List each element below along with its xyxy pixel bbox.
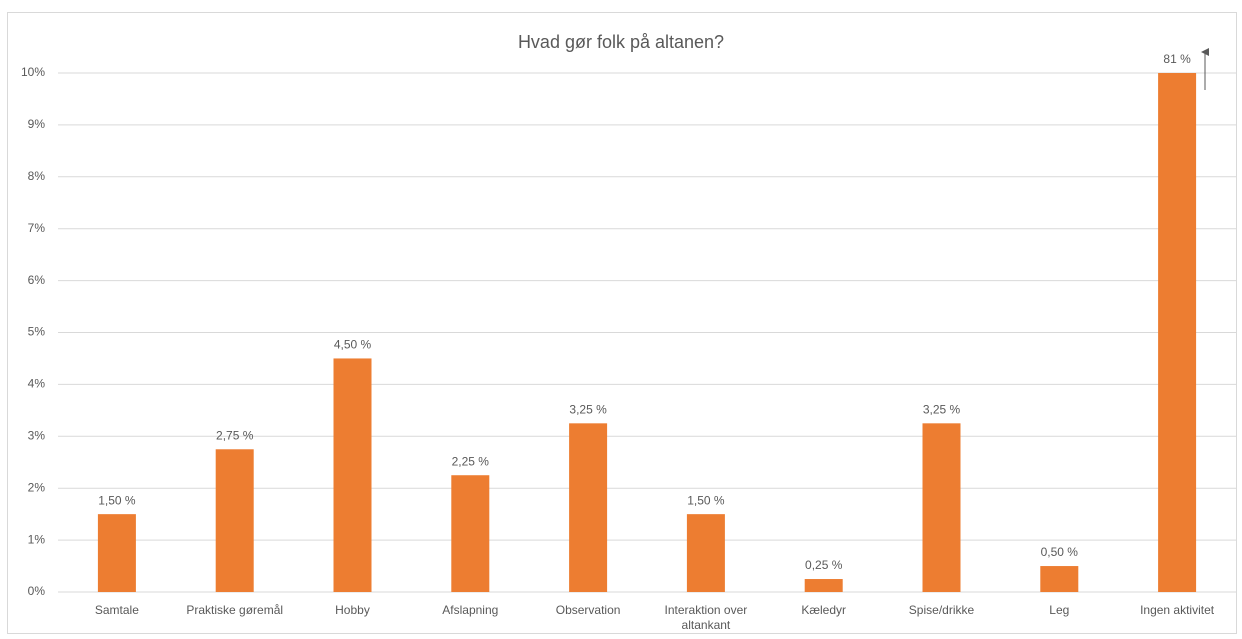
bar	[98, 514, 136, 592]
bar	[216, 449, 254, 592]
y-tick-label: 6%	[28, 273, 46, 287]
value-label: 2,75 %	[216, 428, 254, 442]
y-tick-label: 3%	[28, 428, 46, 442]
chart: Hvad gør folk på altanen? 0% 1% 2% 3% 4% 5% 6%…	[0, 0, 1242, 639]
chart-title: Hvad gør folk på altanen?	[518, 32, 724, 52]
y-tick-label: 1%	[28, 532, 46, 546]
value-label: 4,50 %	[334, 338, 372, 352]
bar	[687, 514, 725, 592]
x-tick-label: Ingen aktivitet	[1128, 603, 1226, 618]
x-tick-label: Interaktion over altankant	[657, 603, 755, 633]
y-tick-label: 8%	[28, 169, 46, 183]
bar	[451, 475, 489, 592]
bar	[805, 579, 843, 592]
x-tick-label: Samtale	[68, 603, 166, 618]
y-tick-label: 4%	[28, 377, 46, 391]
x-tick-label: Spise/drikke	[893, 603, 991, 618]
bar	[1040, 566, 1078, 592]
y-tick-label: 9%	[28, 117, 46, 131]
x-tick-label: Kæledyr	[775, 603, 873, 618]
y-tick-label: 10%	[21, 65, 45, 79]
bar	[923, 423, 961, 592]
x-tick-label: Afslapning	[421, 603, 519, 618]
bar	[334, 358, 372, 592]
value-label: 1,50 %	[687, 493, 725, 507]
value-label: 81 %	[1163, 52, 1191, 66]
y-tick-label: 7%	[28, 221, 46, 235]
value-label: 1,50 %	[98, 493, 136, 507]
bar	[569, 423, 607, 592]
value-label: 3,25 %	[569, 402, 607, 416]
x-tick-label: Praktiske gøremål	[186, 603, 284, 618]
chart-container: Hvad gør folk på altanen? 0% 1% 2% 3% 4% 5% 6%…	[0, 0, 1242, 639]
value-label: 0,25 %	[805, 558, 843, 572]
x-tick-label: Leg	[1010, 603, 1108, 618]
x-tick-label: Observation	[539, 603, 637, 618]
y-tick-label: 2%	[28, 480, 46, 494]
bar	[1158, 0, 1196, 592]
y-tick-label: 5%	[28, 325, 46, 339]
y-tick-label: 0%	[28, 584, 46, 598]
value-label: 3,25 %	[923, 402, 961, 416]
value-label: 0,50 %	[1041, 545, 1079, 559]
x-tick-label: Hobby	[304, 603, 402, 618]
value-label: 2,25 %	[452, 454, 490, 468]
